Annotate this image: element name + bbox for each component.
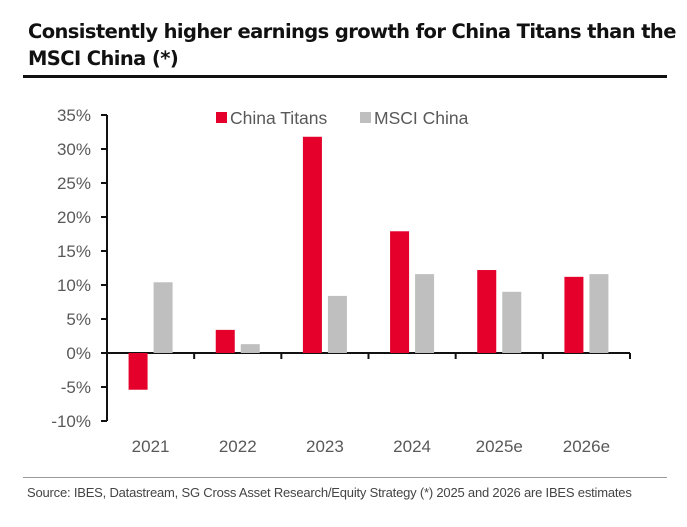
legend-swatch [360, 112, 371, 123]
y-tick-label: 0% [66, 344, 91, 363]
bar-china-titans-2023 [302, 136, 322, 353]
x-tick-label: 2024 [393, 437, 431, 456]
y-tick-label: 25% [57, 174, 91, 193]
legend-label: China Titans [230, 108, 328, 128]
bar-msci-china-2022 [240, 344, 260, 353]
legend-swatch [216, 112, 227, 123]
y-tick-label: 35% [57, 106, 91, 125]
x-tick-label: 2025e [476, 437, 523, 456]
y-tick-label: 10% [57, 276, 91, 295]
legend: China Titans MSCI China [216, 108, 469, 128]
bar-msci-china-2025e [502, 291, 522, 353]
x-tick-label: 2022 [219, 437, 257, 456]
y-tick-label: 30% [57, 140, 91, 159]
y-tick-label: -5% [61, 378, 91, 397]
bar-china-titans-2021 [128, 353, 148, 390]
y-tick-label: -10% [51, 412, 91, 431]
footer-divider [23, 477, 667, 478]
bar-msci-china-2026e [589, 274, 609, 353]
y-axis: -10% -5% 0% 5% 10% 15% 20% 25% 30% 35% [51, 106, 108, 431]
bar-china-titans-2026e [564, 276, 584, 353]
bar-china-titans-2024 [390, 231, 410, 353]
bar-msci-china-2021 [153, 282, 173, 353]
x-tick-label: 2023 [306, 437, 344, 456]
bars [128, 136, 609, 390]
x-tick-label: 2026e [563, 437, 610, 456]
x-tick-label: 2021 [132, 437, 170, 456]
title-divider [23, 75, 667, 78]
y-tick-label: 5% [66, 310, 91, 329]
x-axis: 2021 2022 2023 2024 2025e 2026e [101, 352, 631, 456]
y-tick-label: 20% [57, 208, 91, 227]
bar-msci-china-2024 [415, 274, 435, 353]
bar-msci-china-2023 [327, 295, 347, 353]
source-note: Source: IBES, Datastream, SG Cross Asset… [27, 485, 632, 500]
bar-china-titans-2025e [477, 270, 497, 353]
chart-title: Consistently higher earnings growth for … [28, 20, 676, 70]
legend-label: MSCI China [374, 108, 469, 128]
bar-chart: -10%-5%0%5%10%15%20%25%30%35% 2021 2022 20… [51, 106, 631, 456]
bar-china-titans-2022 [215, 329, 235, 353]
y-tick-label: 15% [57, 242, 91, 261]
